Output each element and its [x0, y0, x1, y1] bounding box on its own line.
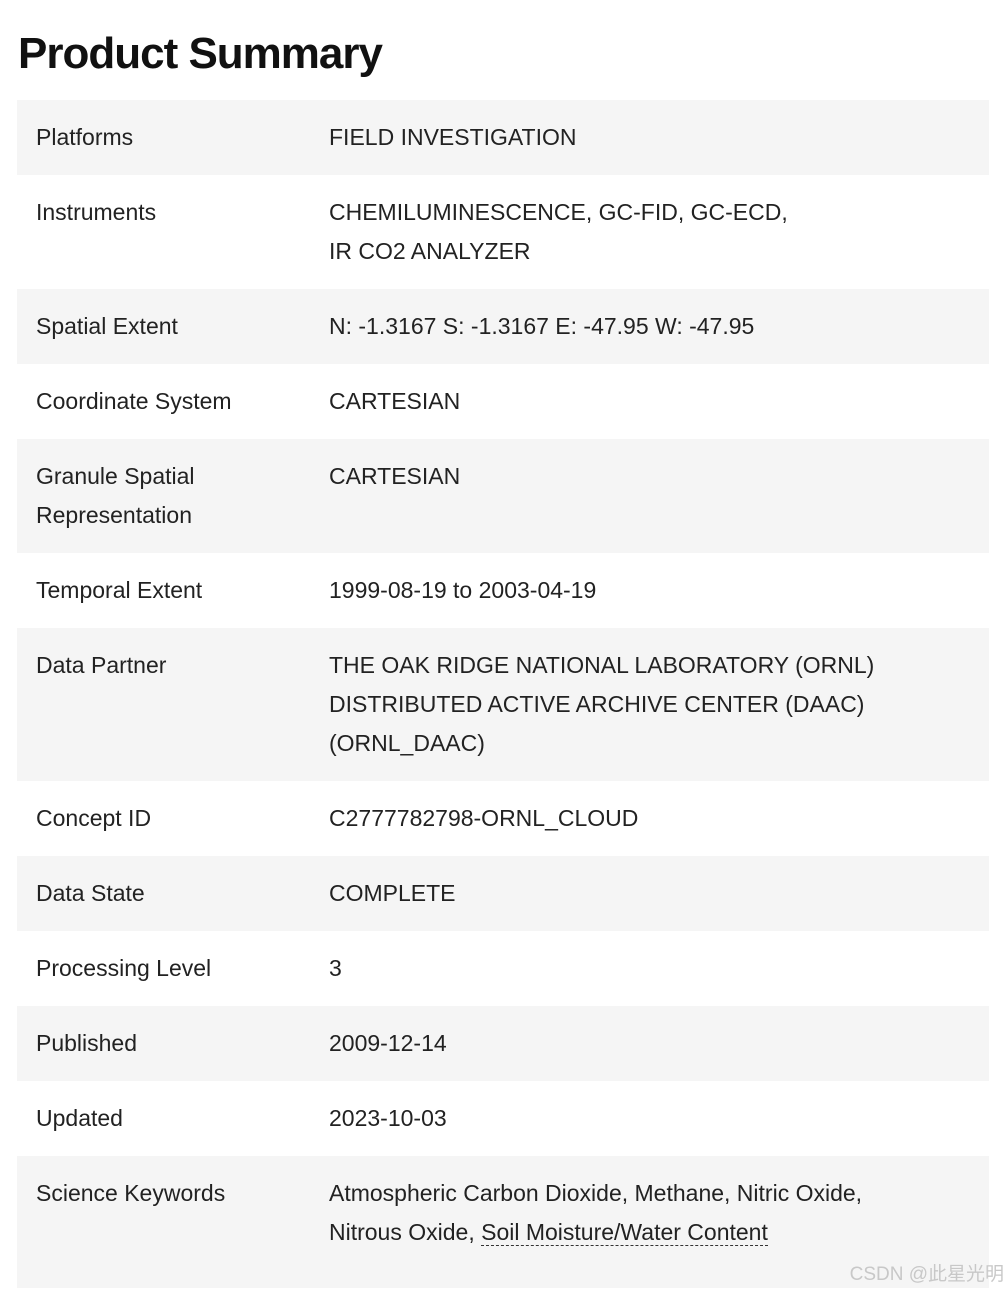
row-value: FIELD INVESTIGATION — [329, 118, 989, 157]
summary-row-science-keywords: Science Keywords Atmospheric Carbon Diox… — [17, 1156, 989, 1288]
summary-row: Processing Level 3 — [17, 931, 989, 1006]
row-label-line: Representation — [36, 502, 192, 528]
row-label-line: Granule Spatial — [36, 463, 195, 489]
row-value: CARTESIAN — [329, 382, 989, 421]
row-value-line: 2023-10-03 — [329, 1105, 447, 1131]
summary-row: Spatial Extent N: -1.3167 S: -1.3167 E: -… — [17, 289, 989, 364]
row-label: Science Keywords — [36, 1180, 226, 1206]
keyword-link[interactable]: Soil Moisture/Water Content — [481, 1219, 768, 1246]
row-value: 2023-10-03 — [329, 1099, 989, 1138]
row-label-line: Data State — [36, 880, 145, 906]
keywords-line: Nitrous Oxide, Soil Moisture/Water Conte… — [329, 1213, 989, 1252]
row-label-line: Spatial Extent — [36, 313, 178, 339]
row-label: Spatial Extent — [17, 307, 329, 346]
row-value: COMPLETE — [329, 874, 989, 913]
row-label-line: Coordinate System — [36, 388, 232, 414]
summary-row: Updated 2023-10-03 — [17, 1081, 989, 1156]
row-label-line: Data Partner — [36, 652, 167, 678]
row-value: 3 — [329, 949, 989, 988]
summary-row: Instruments CHEMILUMINESCENCE, GC-FID, GC… — [17, 175, 989, 289]
row-label: Data State — [17, 874, 329, 913]
row-value: CHEMILUMINESCENCE, GC-FID, GC-ECD, IR CO2… — [329, 193, 989, 271]
row-value: N: -1.3167 S: -1.3167 E: -47.95 W: -47.9… — [329, 307, 989, 346]
row-label-line: Instruments — [36, 199, 157, 225]
summary-row: Coordinate System CARTESIAN — [17, 364, 989, 439]
row-value-line: CHEMILUMINESCENCE, GC-FID, GC-ECD, — [329, 199, 788, 225]
row-value-line: THE OAK RIDGE NATIONAL LABORATORY (ORNL) — [329, 652, 875, 678]
row-label-line: Updated — [36, 1105, 123, 1131]
row-label: Instruments — [17, 193, 329, 271]
keywords-line: Atmospheric Carbon Dioxide, Methane, Nit… — [329, 1180, 863, 1206]
row-label: Temporal Extent — [17, 571, 329, 610]
summary-row: Concept ID C2777782798-ORNL_CLOUD — [17, 781, 989, 856]
row-label-line: Temporal Extent — [36, 577, 203, 603]
row-value: C2777782798-ORNL_CLOUD — [329, 799, 989, 838]
watermark: CSDN @此星光明 — [849, 1264, 1004, 1285]
row-label: Updated — [17, 1099, 329, 1138]
row-value-line: COMPLETE — [329, 880, 456, 906]
row-value-line: C2777782798-ORNL_CLOUD — [329, 805, 639, 831]
row-value: 1999-08-19 to 2003-04-19 — [329, 571, 989, 610]
row-value-line: 3 — [329, 955, 342, 981]
summary-row: Platforms FIELD INVESTIGATION — [17, 100, 989, 175]
row-value-line: DISTRIBUTED ACTIVE ARCHIVE CENTER (DAAC) — [329, 691, 865, 717]
row-value: CARTESIAN — [329, 457, 989, 535]
row-label-line: Platforms — [36, 124, 134, 150]
row-value-line: CARTESIAN — [329, 463, 461, 489]
summary-row: Data Partner THE OAK RIDGE NATIONAL LABOR… — [17, 628, 989, 781]
row-value-line: N: -1.3167 S: -1.3167 E: -47.95 W: -47.9… — [329, 313, 755, 339]
row-label: Data Partner — [17, 646, 329, 763]
row-value-line: 1999-08-19 to 2003-04-19 — [329, 577, 597, 603]
row-label-line: Processing Level — [36, 955, 212, 981]
summary-row: Published 2009-12-14 — [17, 1006, 989, 1081]
row-value-line: FIELD INVESTIGATION — [329, 124, 577, 150]
summary-row: Temporal Extent 1999-08-19 to 2003-04-19 — [17, 553, 989, 628]
row-value-line: IR CO2 ANALYZER — [329, 238, 531, 264]
row-value-line: (ORNL_DAAC) — [329, 730, 485, 756]
row-label: Granule Spatial Representation — [17, 457, 329, 535]
row-value: THE OAK RIDGE NATIONAL LABORATORY (ORNL)… — [329, 646, 989, 763]
row-label-line: Concept ID — [36, 805, 152, 831]
summary-row: Data State COMPLETE — [17, 856, 989, 931]
row-label-line: Published — [36, 1030, 138, 1056]
summary-row: Granule Spatial Representation CARTESIAN — [17, 439, 989, 553]
row-value: 2009-12-14 — [329, 1024, 989, 1063]
row-label: Platforms — [17, 118, 329, 157]
row-label: Published — [17, 1024, 329, 1063]
row-label: Concept ID — [17, 799, 329, 838]
row-value-line: CARTESIAN — [329, 388, 461, 414]
product-summary-table: Platforms FIELD INVESTIGATION Instruments C… — [17, 100, 989, 1288]
row-label: Processing Level — [17, 949, 329, 988]
page-title: Product Summary — [18, 29, 383, 78]
row-label: Coordinate System — [17, 382, 329, 421]
row-value-line: 2009-12-14 — [329, 1030, 447, 1056]
keywords-text: Nitrous Oxide, — [329, 1219, 482, 1245]
row-value: Atmospheric Carbon Dioxide, Methane, Nit… — [329, 1174, 989, 1252]
